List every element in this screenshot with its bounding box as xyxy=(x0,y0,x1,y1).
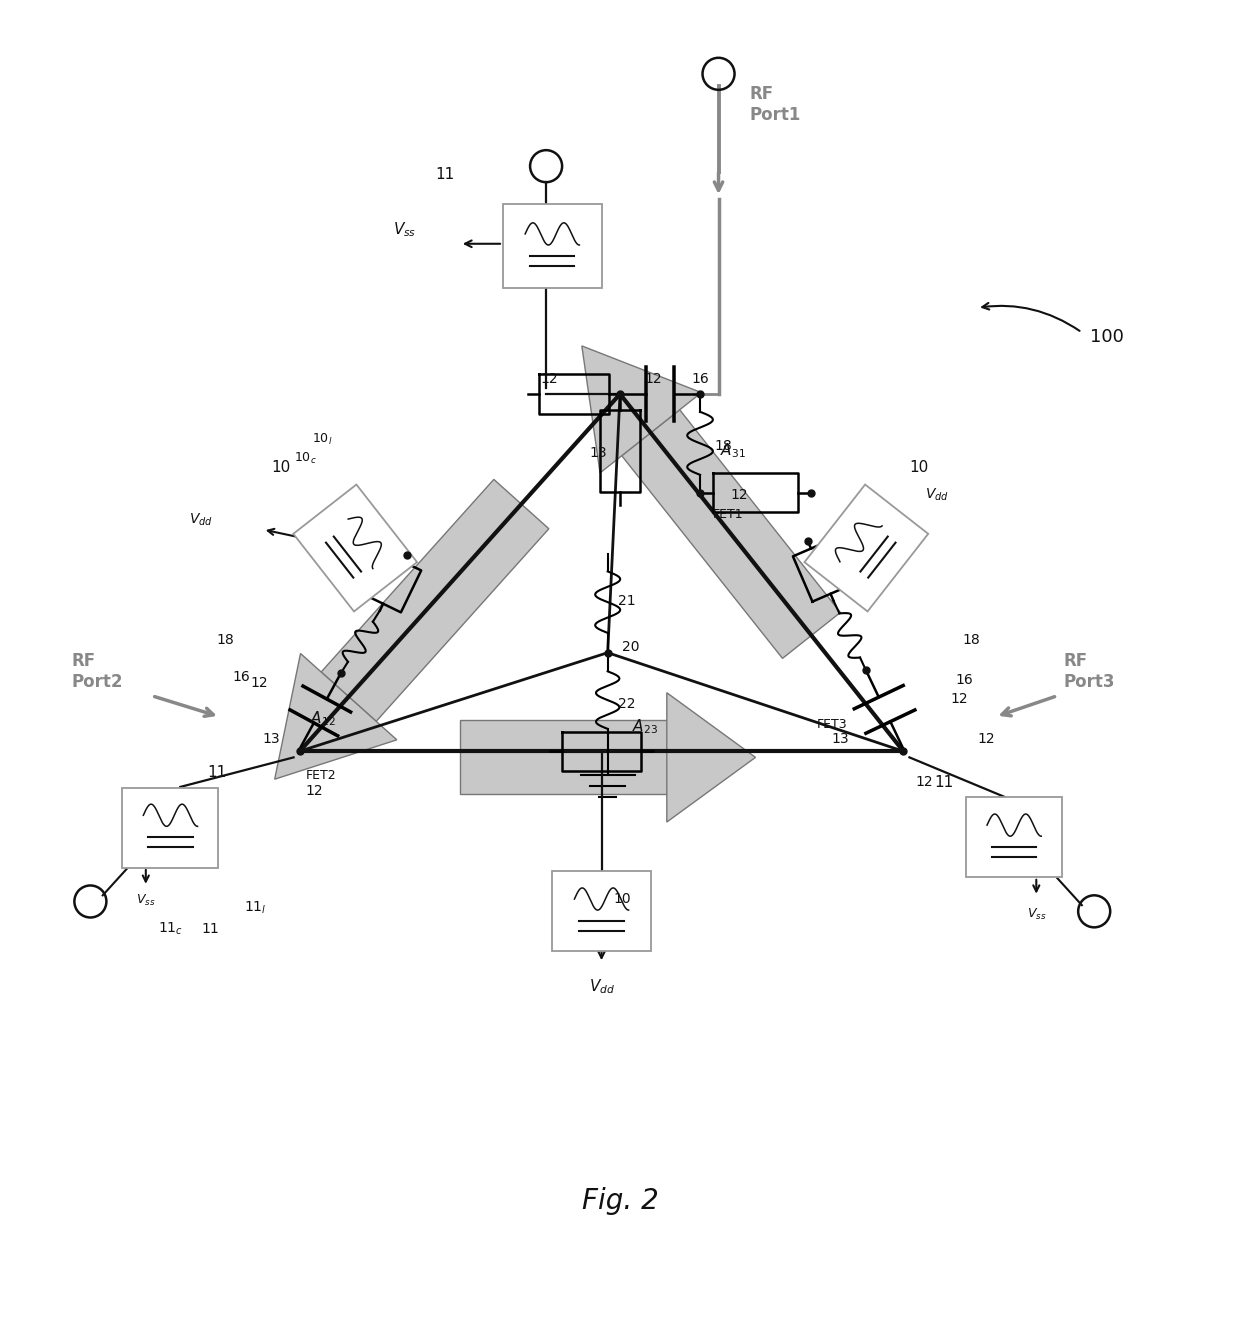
Text: RF
Port1: RF Port1 xyxy=(749,85,801,124)
Text: 10: 10 xyxy=(614,892,631,906)
Polygon shape xyxy=(621,410,841,658)
Text: $V_{ss}$: $V_{ss}$ xyxy=(393,219,417,238)
Text: $V_{dd}$: $V_{dd}$ xyxy=(925,487,950,503)
Text: 12: 12 xyxy=(306,783,324,798)
Bar xyxy=(552,871,651,951)
Text: 20: 20 xyxy=(622,640,640,653)
Text: 12: 12 xyxy=(250,677,268,690)
Text: $V_{ss}$: $V_{ss}$ xyxy=(1027,907,1047,922)
Bar xyxy=(966,798,1063,878)
Text: 13: 13 xyxy=(832,732,849,746)
Text: $A_{23}$: $A_{23}$ xyxy=(632,717,658,735)
Text: 13: 13 xyxy=(263,732,280,746)
Bar xyxy=(503,205,601,289)
Text: 12: 12 xyxy=(977,732,994,746)
Polygon shape xyxy=(275,653,397,779)
Text: 12: 12 xyxy=(645,372,662,386)
Text: FET2: FET2 xyxy=(306,769,336,782)
Bar xyxy=(805,484,929,612)
Text: 22: 22 xyxy=(618,697,635,712)
Text: 18: 18 xyxy=(216,633,234,648)
Text: 18: 18 xyxy=(962,633,980,648)
Text: $10_c$: $10_c$ xyxy=(294,451,316,465)
Polygon shape xyxy=(667,693,755,822)
Text: 16: 16 xyxy=(232,670,249,685)
Text: $A_{12}$: $A_{12}$ xyxy=(310,709,336,728)
Text: 11: 11 xyxy=(934,774,954,790)
Text: FET1: FET1 xyxy=(712,508,743,521)
Polygon shape xyxy=(582,346,702,473)
Text: 18: 18 xyxy=(714,439,733,452)
Text: 11: 11 xyxy=(201,922,219,935)
Text: $A_{31}$: $A_{31}$ xyxy=(719,440,745,460)
Text: 10: 10 xyxy=(909,460,929,475)
Polygon shape xyxy=(321,479,549,721)
Text: FET3: FET3 xyxy=(817,718,848,730)
Text: 11: 11 xyxy=(435,168,455,182)
Text: $10_l$: $10_l$ xyxy=(312,432,332,447)
Text: Fig. 2: Fig. 2 xyxy=(582,1186,658,1214)
Text: $11_l$: $11_l$ xyxy=(244,899,267,916)
Text: 13: 13 xyxy=(589,446,606,460)
Text: $11_c$: $11_c$ xyxy=(159,920,184,936)
Bar xyxy=(123,787,218,867)
Text: 12: 12 xyxy=(539,372,558,386)
Text: 21: 21 xyxy=(618,595,635,608)
Bar xyxy=(294,484,417,612)
Text: 12: 12 xyxy=(915,775,934,789)
Text: 12: 12 xyxy=(950,693,967,706)
Text: 11: 11 xyxy=(207,765,227,779)
Text: 12: 12 xyxy=(730,488,749,501)
Text: RF
Port2: RF Port2 xyxy=(72,652,124,690)
Text: 100: 100 xyxy=(1090,329,1125,346)
Text: $V_{dd}$: $V_{dd}$ xyxy=(589,978,615,996)
Text: $V_{dd}$: $V_{dd}$ xyxy=(190,511,213,528)
Text: 16: 16 xyxy=(955,673,972,686)
Text: 10: 10 xyxy=(272,460,290,475)
Text: RF
Port3: RF Port3 xyxy=(1064,652,1115,690)
Text: 16: 16 xyxy=(692,372,709,386)
Text: $V_{ss}$: $V_{ss}$ xyxy=(136,892,155,908)
Polygon shape xyxy=(460,721,667,794)
